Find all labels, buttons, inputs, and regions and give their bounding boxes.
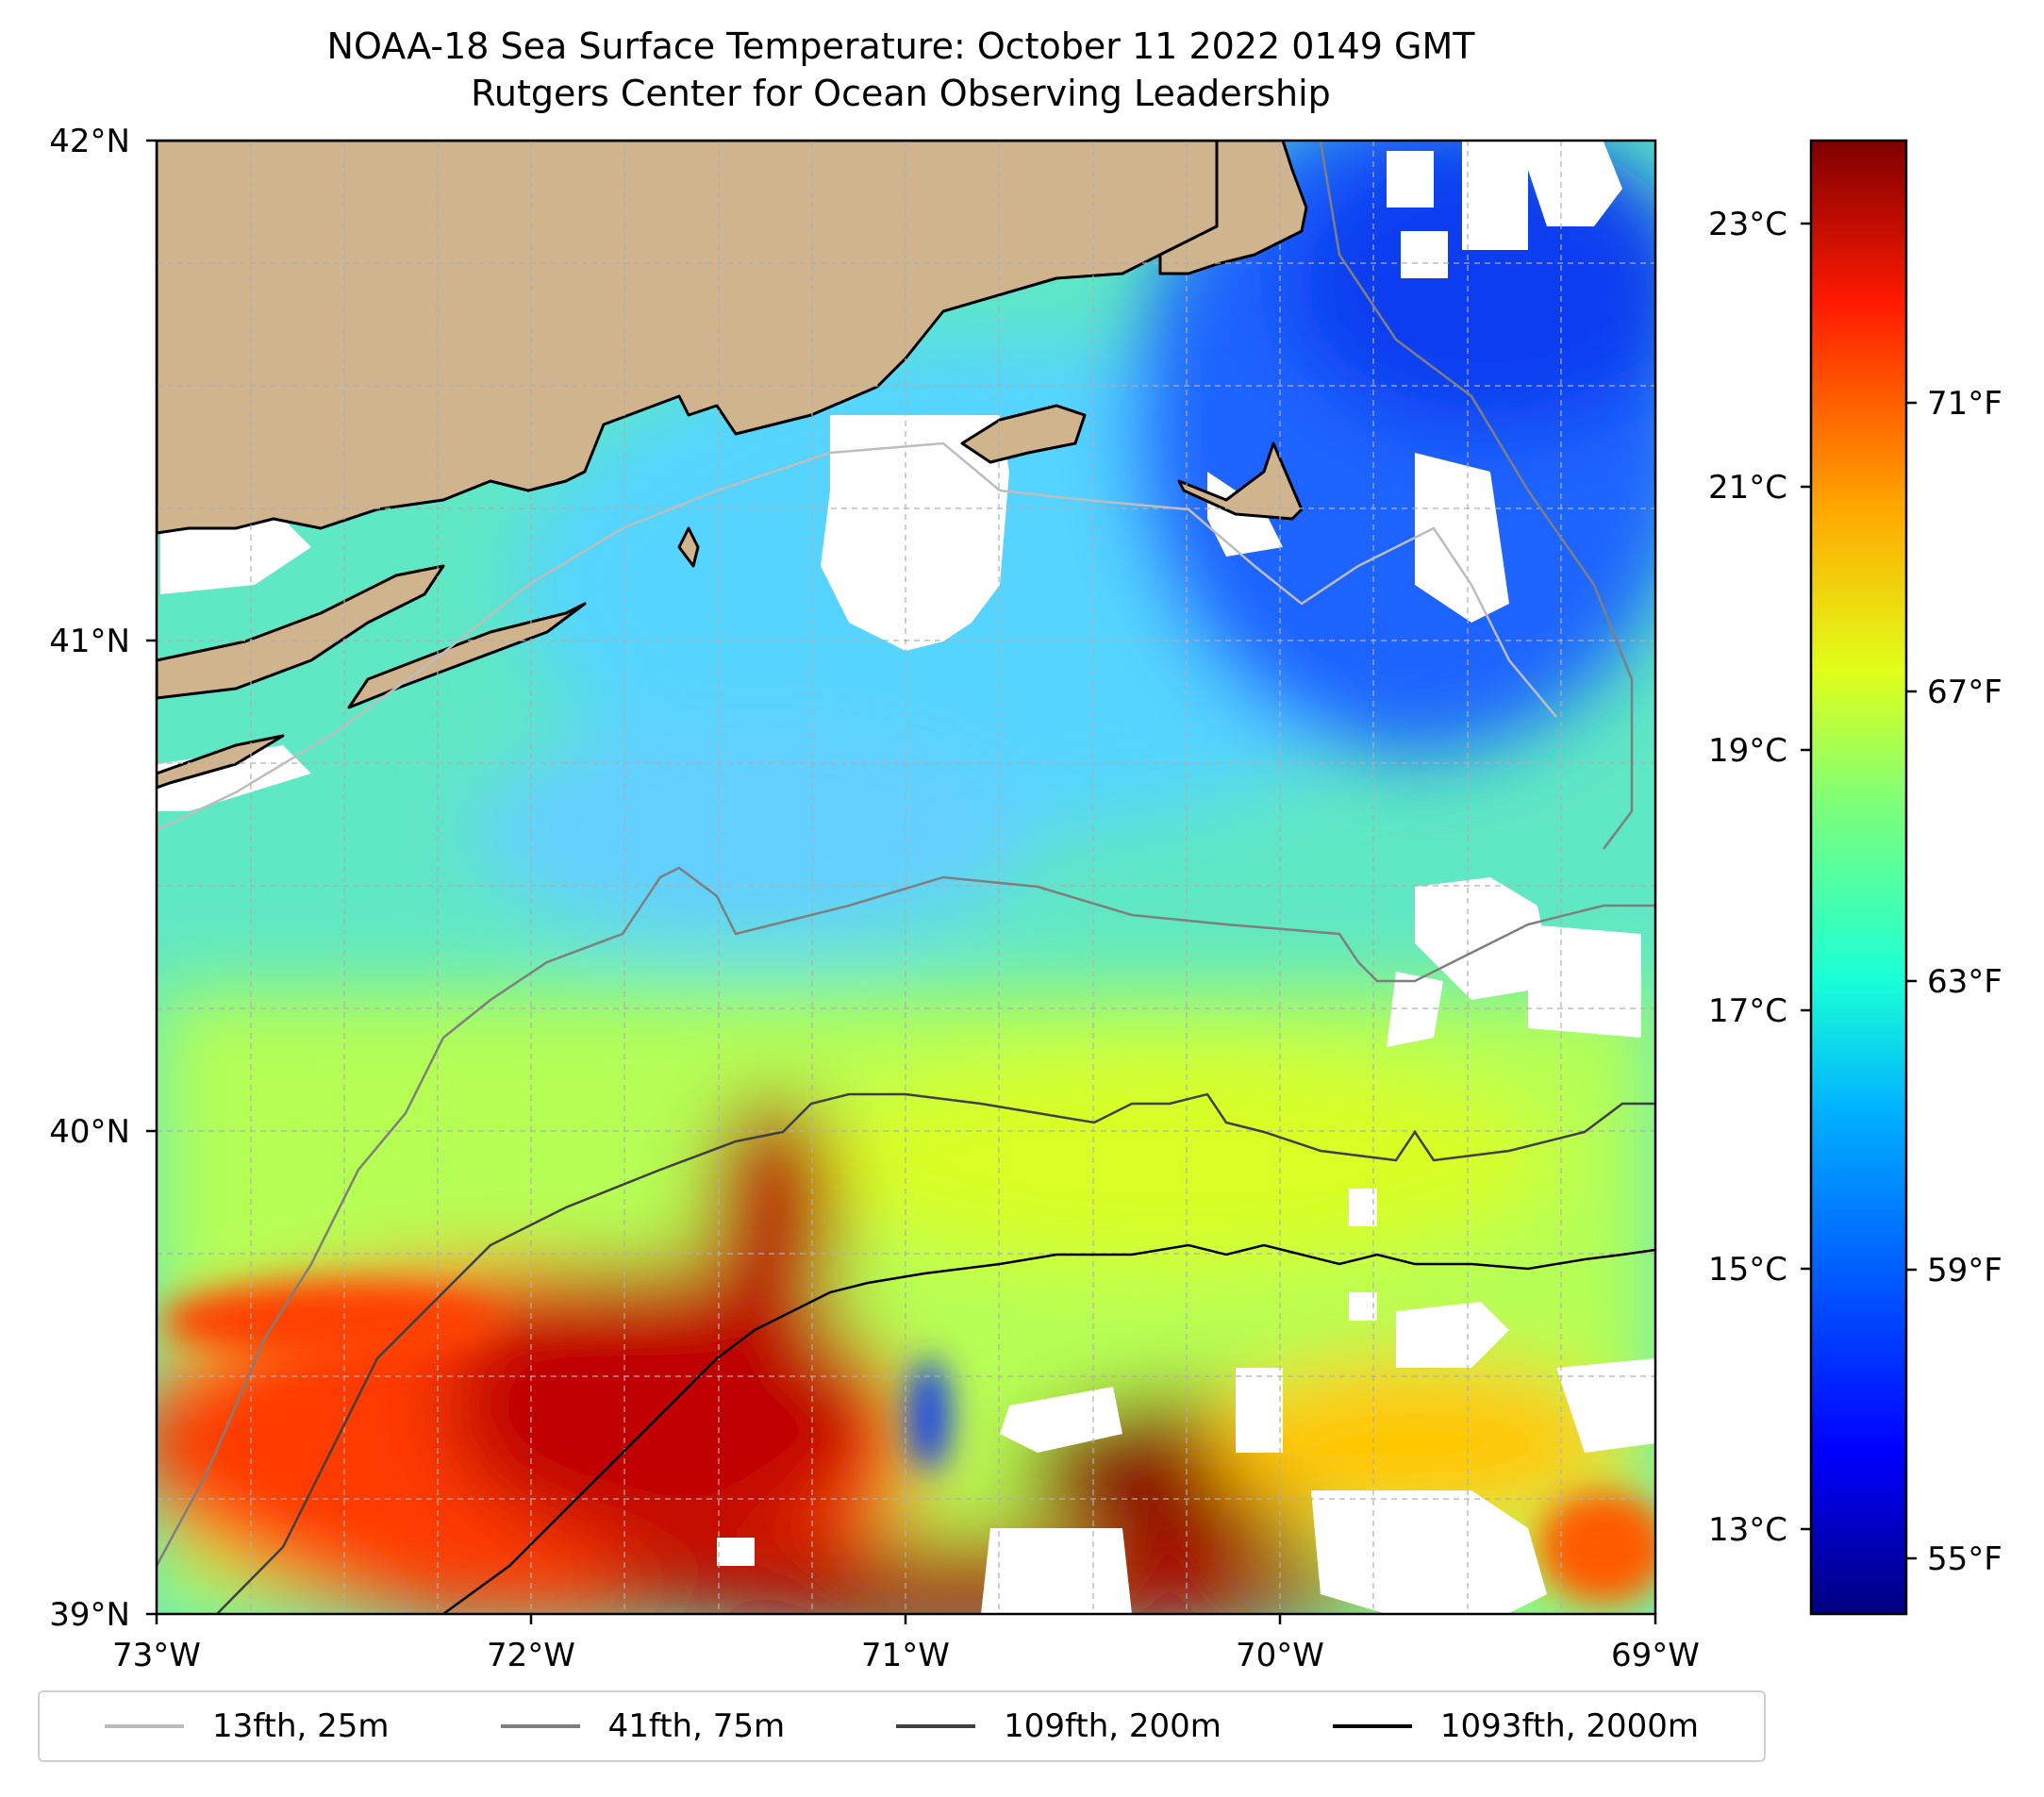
- cbar-f-67: 67°F: [1927, 674, 2002, 711]
- lat-tick-42n: 42°N: [49, 123, 130, 160]
- chart-title: NOAA-18 Sea Surface Temperature: October…: [0, 23, 2044, 117]
- lat-tick-41n: 41°N: [49, 623, 130, 660]
- cbar-f-63: 63°F: [1927, 963, 2002, 1001]
- cbar-c-21: 21°C: [1708, 469, 1787, 507]
- legend-item-2000m: 1093fth, 2000m: [1332, 1707, 1699, 1745]
- cbar-c-15: 15°C: [1708, 1251, 1787, 1289]
- missing-data-patches: [157, 141, 1655, 1614]
- legend-item-200m: 109fth, 200m: [896, 1707, 1221, 1745]
- legend-label-2000m: 1093fth, 2000m: [1439, 1707, 1699, 1745]
- legend-item-75m: 41fth, 75m: [500, 1707, 786, 1745]
- legend-item-25m: 13fth, 25m: [105, 1707, 390, 1745]
- lat-tick-40n: 40°N: [49, 1113, 130, 1151]
- cbar-c-13: 13°C: [1708, 1511, 1787, 1549]
- legend-swatch-75m: [500, 1724, 580, 1728]
- title-line-1: NOAA-18 Sea Surface Temperature: October…: [326, 25, 1475, 67]
- axis-ticks: [146, 139, 1657, 1624]
- contour-200m: [216, 1092, 1655, 1614]
- legend-label-75m: 41fth, 75m: [607, 1707, 786, 1745]
- colorbar: 23°C 21°C 19°C 17°C 15°C 13°C 71°F 67°F …: [1708, 139, 2002, 1616]
- legend-swatch-2000m: [1332, 1724, 1412, 1728]
- contour-75m: [157, 141, 1655, 1567]
- lon-tick-73w: 73°W: [112, 1637, 201, 1674]
- lon-tick-72w: 72°W: [487, 1637, 575, 1674]
- contour-2000m: [442, 1243, 1655, 1614]
- legend-swatch-25m: [105, 1724, 185, 1728]
- lon-tick-70w: 70°W: [1236, 1637, 1324, 1674]
- colorbar-gradient: [1809, 139, 1908, 1616]
- contour-25m: [157, 441, 1557, 832]
- lon-tick-71w: 71°W: [861, 1637, 950, 1674]
- cbar-f-71: 71°F: [1927, 385, 2002, 423]
- cbar-c-23: 23°C: [1708, 206, 1787, 243]
- legend: 13fth, 25m 41fth, 75m 109fth, 200m 1093f…: [38, 1690, 1766, 1762]
- legend-swatch-200m: [896, 1724, 976, 1728]
- cbar-c-17: 17°C: [1708, 992, 1787, 1030]
- bathymetry-contours: [157, 141, 1655, 1614]
- cbar-c-19: 19°C: [1708, 732, 1787, 770]
- lon-tick-69w: 69°W: [1611, 1637, 1700, 1674]
- grid: [157, 141, 1655, 1614]
- title-line-2: Rutgers Center for Ocean Observing Leade…: [471, 73, 1331, 114]
- cbar-f-59: 59°F: [1927, 1252, 2002, 1290]
- axis-labels: 73°W 72°W 71°W 70°W 69°W 42°N 41°N 40°N …: [49, 123, 1700, 1674]
- legend-label-200m: 109fth, 200m: [1004, 1707, 1221, 1745]
- land: [157, 141, 1308, 790]
- cbar-f-55: 55°F: [1927, 1540, 2002, 1578]
- legend-label-25m: 13fth, 25m: [212, 1707, 390, 1745]
- lat-tick-39n: 39°N: [49, 1596, 130, 1634]
